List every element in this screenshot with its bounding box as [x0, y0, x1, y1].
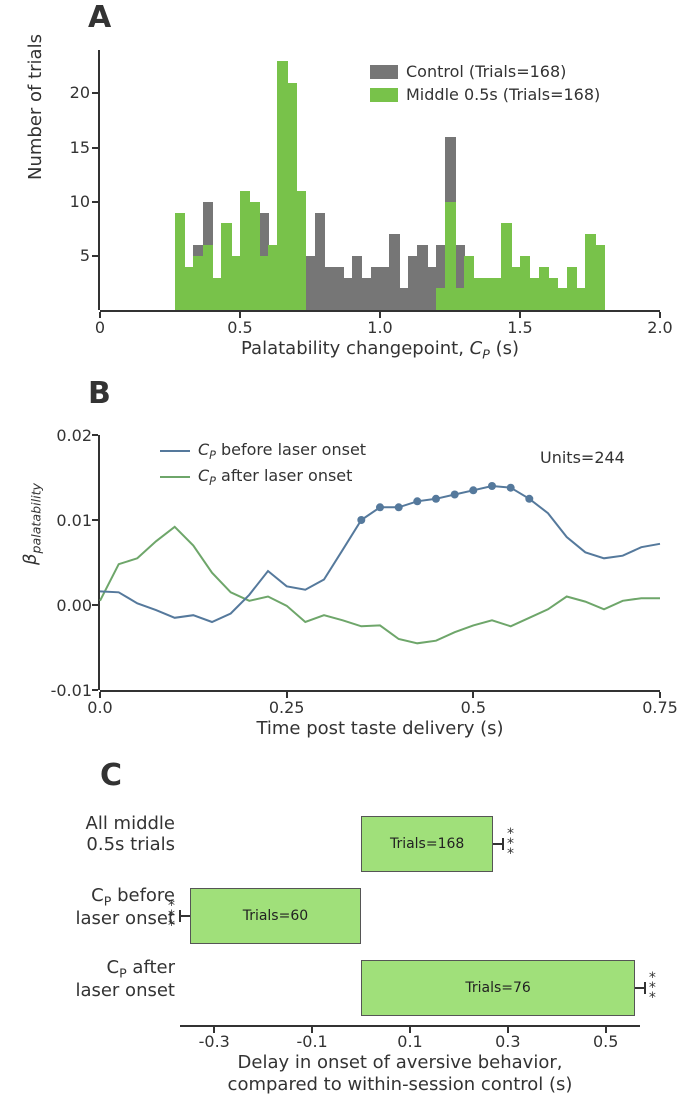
- marker-before: [451, 491, 459, 499]
- marker-before: [469, 486, 477, 494]
- legend-a: Control (Trials=168) Middle 0.5s (Trials…: [370, 62, 600, 108]
- marker-before: [507, 484, 515, 492]
- xlabel-a: Palatability changepoint, CP (s): [100, 338, 660, 362]
- marker-before: [395, 503, 403, 511]
- axis-x-b: [100, 690, 660, 692]
- legend-label-before: CP before laser onset: [198, 440, 366, 462]
- legend-label-middle: Middle 0.5s (Trials=168): [406, 85, 600, 104]
- legend-b: CP before laser onset CP after laser ons…: [160, 440, 366, 492]
- bar-middle: [595, 245, 605, 310]
- ylabel-c-0: All middle0.5s trials: [10, 814, 175, 855]
- legend-label-control: Control (Trials=168): [406, 62, 566, 81]
- marker-before: [376, 503, 384, 511]
- legend-line-after: [160, 476, 190, 478]
- ylabel-c-1: CP beforelaser onset: [10, 886, 175, 930]
- xlabel-b: Time post taste delivery (s): [100, 718, 660, 739]
- ylabel-c-2: CP afterlaser onset: [10, 958, 175, 1002]
- swatch-control: [370, 65, 398, 79]
- marker-before: [525, 495, 533, 503]
- marker-before: [413, 497, 421, 505]
- legend-label-after: CP after laser onset: [198, 466, 352, 488]
- bar-c: [361, 816, 493, 872]
- figure-root: A 510152000.51.01.52.0 Number of trials …: [0, 0, 694, 1103]
- legend-row-after: CP after laser onset: [160, 466, 366, 488]
- legend-row-middle: Middle 0.5s (Trials=168): [370, 85, 600, 104]
- xlabel-c: Delay in onset of aversive behavior,comp…: [120, 1052, 680, 1095]
- stars-icon: ***: [507, 830, 513, 859]
- ylabel-b: βpalatability: [20, 483, 44, 565]
- bar-c: [361, 960, 635, 1016]
- panel-letter-c: C: [100, 758, 122, 793]
- stars-icon: ***: [649, 974, 655, 1003]
- panel-letter-a: A: [88, 0, 111, 35]
- panel-c-plot: Trials=168***Trials=60***Trials=76***-0.…: [180, 810, 640, 1025]
- bar-middle: [296, 191, 306, 310]
- marker-before: [432, 495, 440, 503]
- bar-c: [190, 888, 361, 944]
- legend-row-control: Control (Trials=168): [370, 62, 600, 81]
- marker-before: [488, 482, 496, 490]
- ylabel-a: Number of trials: [25, 34, 46, 180]
- legend-line-before: [160, 450, 190, 452]
- marker-before: [357, 516, 365, 524]
- units-b: Units=244: [540, 448, 625, 467]
- legend-row-before: CP before laser onset: [160, 440, 366, 462]
- panel-letter-b: B: [88, 376, 111, 411]
- swatch-middle: [370, 88, 398, 102]
